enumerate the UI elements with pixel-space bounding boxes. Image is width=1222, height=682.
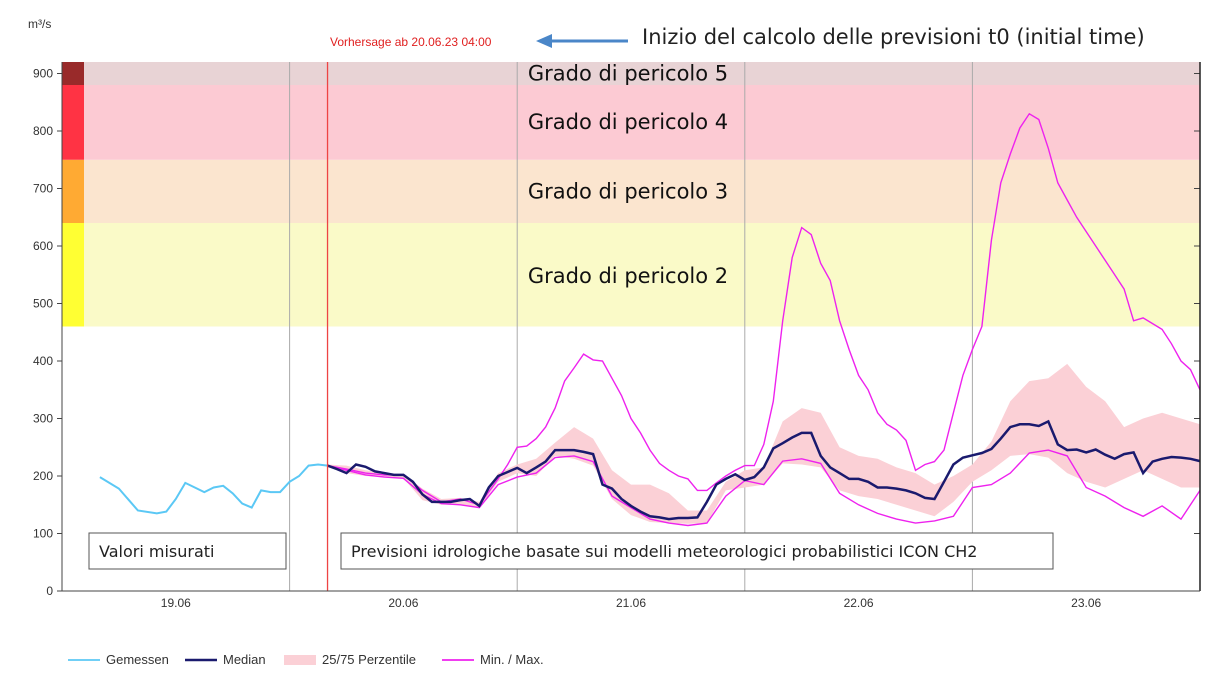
x-tick-label: 21.06: [616, 596, 646, 610]
measured-box-text: Valori misurati: [99, 542, 214, 561]
min-line: [327, 449, 1201, 527]
x-tick-label: 20.06: [388, 596, 418, 610]
y-tick-label: 600: [33, 239, 53, 253]
max-line: [327, 112, 1201, 506]
measured-box: [88, 532, 287, 570]
danger-level-marker-5: [62, 62, 84, 85]
danger-band-label: Grado di pericolo 4: [528, 110, 728, 134]
danger-band-5: [84, 62, 1200, 85]
danger-band-2: [84, 223, 1200, 327]
danger-band-label: Grado di pericolo 5: [528, 62, 728, 86]
legend-label: Min. / Max.: [480, 652, 544, 667]
danger-band-4: [84, 85, 1200, 160]
y-tick-label: 200: [33, 469, 53, 483]
danger-level-marker-4: [62, 85, 84, 160]
y-tick-label: 900: [33, 67, 53, 81]
danger-level-marker-3: [62, 159, 84, 223]
y-tick-label: 800: [33, 124, 53, 138]
x-tick-label: 22.06: [844, 596, 874, 610]
initial-time-annotation: Inizio del calcolo delle previsioni t0 (…: [642, 25, 1145, 49]
measured-line: [99, 463, 328, 515]
legend-label: 25/75 Perzentile: [322, 652, 416, 667]
y-tick-label: 400: [33, 354, 53, 368]
y-tick-label: 500: [33, 297, 53, 311]
y-tick-label: 100: [33, 527, 53, 541]
danger-band-3: [84, 159, 1200, 223]
y-tick-label: 300: [33, 412, 53, 426]
median-line: [327, 419, 1201, 521]
x-tick-label: 23.06: [1071, 596, 1101, 610]
annotation-arrow-head: [536, 34, 552, 48]
x-tick-label: 19.06: [161, 596, 191, 610]
y-tick-label: 0: [46, 584, 53, 598]
danger-level-marker-2: [62, 223, 84, 327]
legend-label: Gemessen: [106, 652, 169, 667]
legend-swatch-percentile: [284, 655, 316, 665]
y-axis-unit: m³/s: [28, 17, 51, 31]
forecast-start-label: Vorhersage ab 20.06.23 04:00: [330, 35, 492, 49]
forecast-box: [340, 532, 1054, 570]
percentile-band-area: [327, 363, 1200, 524]
legend-label: Median: [223, 652, 266, 667]
danger-band-label: Grado di pericolo 2: [528, 264, 728, 288]
y-tick-label: 700: [33, 182, 53, 196]
danger-band-label: Grado di pericolo 3: [528, 179, 728, 203]
forecast-box-text: Previsioni idrologiche basate sui modell…: [351, 542, 977, 561]
